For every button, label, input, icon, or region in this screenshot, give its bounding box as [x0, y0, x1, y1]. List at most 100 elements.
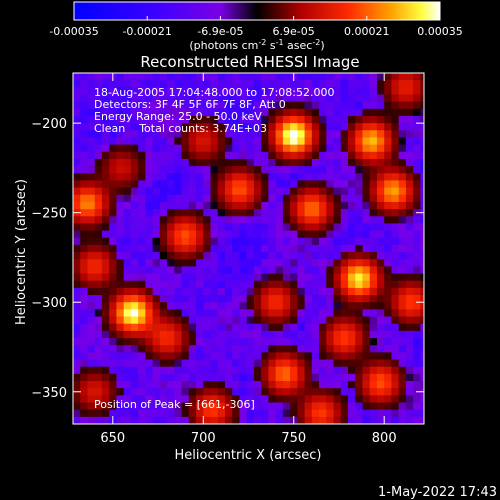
heatmap-cell	[123, 216, 132, 225]
heatmap-cell	[80, 173, 89, 182]
heatmap-cell	[253, 359, 262, 368]
heatmap-cell	[188, 166, 197, 174]
heatmap-cell	[239, 166, 248, 174]
heatmap-cell	[152, 173, 161, 182]
heatmap-cell	[174, 94, 183, 103]
heatmap-cell	[290, 388, 298, 396]
heatmap-cell	[304, 316, 313, 325]
heatmap-cell	[196, 373, 204, 382]
heatmap-cell	[138, 223, 146, 232]
heatmap-cell	[159, 209, 168, 217]
y-axis-label: Heliocentric Y (arcsec)	[14, 179, 29, 325]
heatmap-cell	[87, 416, 96, 424]
heatmap-cell	[311, 237, 320, 246]
heatmap-cell	[362, 409, 371, 418]
heatmap-cell	[203, 130, 212, 139]
heatmap-cell	[413, 330, 421, 339]
heatmap-cell	[159, 381, 168, 389]
heatmap-cell	[159, 409, 168, 418]
heatmap-cell	[282, 287, 291, 296]
heatmap-cell	[224, 323, 233, 332]
heatmap-cell	[275, 144, 284, 153]
heatmap-cell	[355, 108, 364, 117]
heatmap-cell	[130, 352, 139, 361]
heatmap-cell	[253, 302, 262, 310]
heatmap-cell	[94, 173, 103, 182]
heatmap-cell	[239, 252, 248, 260]
heatmap-cell	[297, 309, 306, 318]
heatmap-cell	[405, 80, 414, 88]
heatmap-cell	[123, 223, 132, 232]
heatmap-cell	[130, 87, 139, 96]
heatmap-cell	[152, 295, 161, 303]
heatmap-cell	[275, 409, 284, 418]
heatmap-cell	[116, 280, 125, 289]
heatmap-cell	[326, 115, 335, 124]
heatmap-cell	[384, 402, 392, 411]
heatmap-cell	[130, 166, 139, 174]
heatmap-cell	[290, 266, 298, 275]
heatmap-cell	[297, 144, 306, 153]
heatmap-cell	[275, 252, 284, 260]
heatmap-cell	[181, 252, 190, 260]
heatmap-cell	[167, 137, 175, 146]
heatmap-cell	[405, 180, 414, 189]
heatmap-cell	[362, 323, 371, 332]
heatmap-cell	[87, 87, 96, 96]
heatmap-cell	[87, 345, 96, 353]
heatmap-cell	[159, 287, 168, 296]
heatmap-cell	[290, 115, 298, 124]
heatmap-cell	[261, 323, 269, 332]
heatmap-cell	[326, 402, 335, 411]
heatmap-cell	[253, 130, 262, 139]
heatmap-cell	[239, 158, 248, 167]
heatmap-cell	[413, 409, 421, 418]
heatmap-cell	[384, 345, 392, 353]
heatmap-cell	[101, 295, 110, 303]
heatmap-cell	[217, 223, 226, 232]
heatmap-cell	[275, 158, 284, 167]
heatmap-cell	[145, 316, 154, 325]
heatmap-cell	[420, 330, 424, 339]
heatmap-cell	[326, 273, 335, 282]
heatmap-cell	[297, 230, 306, 239]
heatmap-cell	[101, 373, 110, 382]
heatmap-cell	[348, 187, 356, 196]
heatmap-cell	[73, 137, 81, 146]
heatmap-cell	[391, 345, 400, 353]
heatmap-cell	[311, 101, 320, 110]
heatmap-cell	[246, 94, 255, 103]
heatmap-cell	[87, 388, 96, 396]
heatmap-cell	[398, 273, 407, 282]
heatmap-cell	[376, 302, 385, 310]
heatmap-cell	[123, 201, 132, 210]
heatmap-cell	[297, 223, 306, 232]
heatmap-cell	[109, 388, 117, 396]
heatmap-cell	[348, 280, 356, 289]
heatmap-cell	[369, 80, 378, 88]
heatmap-cell	[268, 151, 277, 160]
heatmap-cell	[319, 409, 327, 418]
heatmap-cell	[152, 352, 161, 361]
heatmap-cell	[138, 359, 146, 368]
heatmap-cell	[80, 359, 89, 368]
heatmap-cell	[384, 166, 392, 174]
heatmap-cell	[348, 323, 356, 332]
heatmap-cell	[297, 388, 306, 396]
heatmap-cell	[319, 209, 327, 217]
heatmap-cell	[253, 137, 262, 146]
heatmap-cell	[224, 252, 233, 260]
heatmap-cell	[181, 295, 190, 303]
heatmap-cell	[210, 108, 219, 117]
heatmap-cell	[391, 194, 400, 203]
heatmap-cell	[405, 137, 414, 146]
heatmap-cell	[159, 330, 168, 339]
heatmap-cell	[333, 287, 342, 296]
heatmap-cell	[340, 352, 349, 361]
heatmap-cell	[232, 151, 240, 160]
heatmap-cell	[196, 101, 204, 110]
heatmap-cell	[348, 395, 356, 404]
heatmap-cell	[398, 352, 407, 361]
heatmap-cell	[405, 130, 414, 139]
heatmap-cell	[282, 180, 291, 189]
